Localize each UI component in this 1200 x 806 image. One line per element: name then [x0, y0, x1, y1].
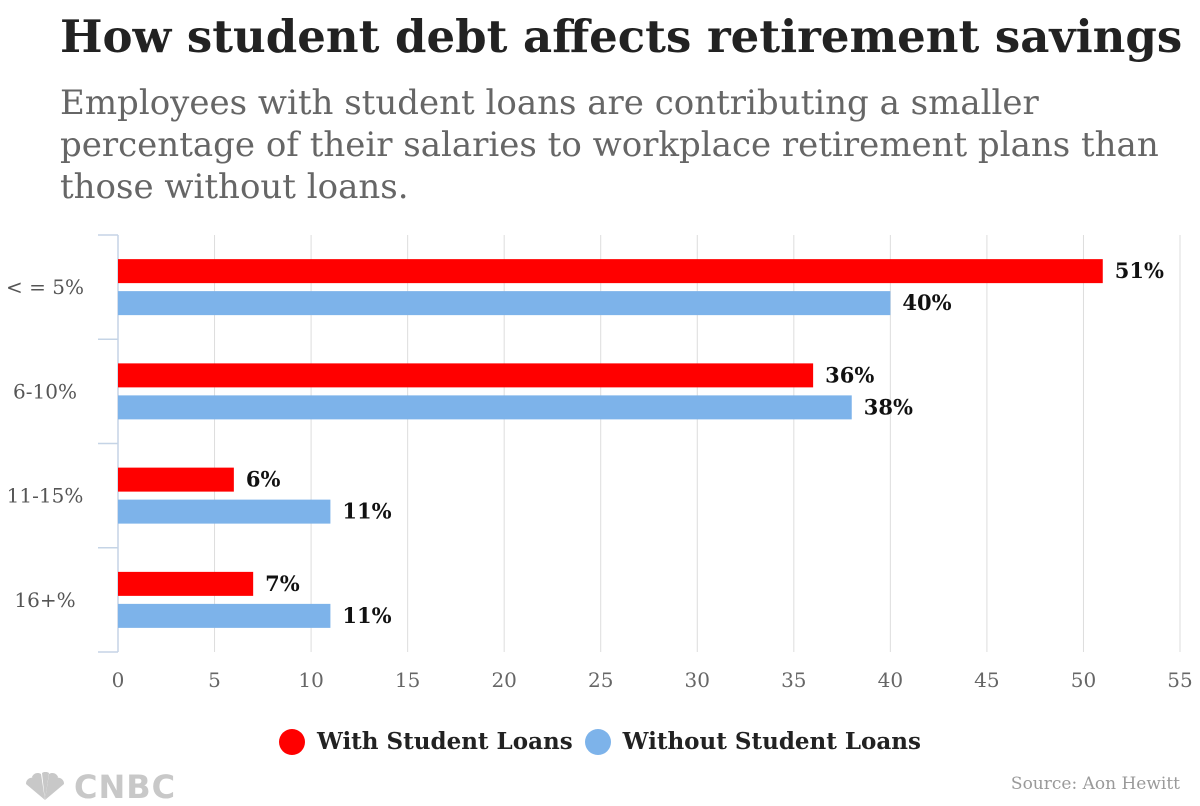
- x-tick-label: 15: [395, 668, 420, 692]
- legend-item-without-loans[interactable]: Without Student Loans: [584, 728, 921, 755]
- legend-swatch-without-loans: [584, 728, 611, 755]
- data-label-without-loans: 11%: [342, 499, 391, 524]
- legend-swatch-with-loans: [279, 728, 306, 755]
- data-label-without-loans: 11%: [342, 603, 391, 628]
- category-label: 11-15%: [7, 484, 84, 508]
- bar-without-loans: [118, 603, 331, 628]
- x-tick-label: 30: [685, 668, 710, 692]
- cnbc-logo: CNBC: [22, 768, 176, 806]
- bar-without-loans: [118, 395, 852, 420]
- x-tick-label: 25: [588, 668, 613, 692]
- data-label-with-loans: 36%: [825, 362, 874, 387]
- data-label-without-loans: 38%: [864, 394, 913, 419]
- bar-with-loans: [118, 363, 814, 388]
- category-label: 16+%: [14, 588, 75, 612]
- x-tick-label: 10: [298, 668, 323, 692]
- data-label-with-loans: 6%: [246, 467, 281, 492]
- data-label-with-loans: 51%: [1115, 258, 1164, 283]
- data-label-with-loans: 7%: [265, 571, 300, 596]
- x-tick-label: 5: [208, 668, 221, 692]
- legend-label-with-loans: With Student Loans: [317, 728, 573, 755]
- category-label: < = 5%: [6, 275, 84, 299]
- source-note: Source: Aon Hewitt: [1010, 774, 1180, 794]
- bar-with-loans: [118, 467, 234, 492]
- legend-item-with-loans[interactable]: With Student Loans: [279, 728, 573, 755]
- x-tick-label: 0: [112, 668, 125, 692]
- x-tick-label: 55: [1167, 668, 1192, 692]
- x-tick-label: 50: [1071, 668, 1096, 692]
- legend-label-without-loans: Without Student Loans: [622, 728, 921, 755]
- category-label: 6-10%: [13, 379, 77, 403]
- bar-with-loans: [118, 571, 254, 596]
- chart-subtitle: Employees with student loans are contrib…: [60, 83, 1159, 207]
- data-label-without-loans: 40%: [902, 290, 951, 315]
- bar-chart: 0 5 10 15 20 25 30 35 40 45 50 55 < = 5% 51% 40% 6-10% 3…: [6, 234, 1193, 692]
- cnbc-logo-text: CNBC: [74, 768, 177, 806]
- bar-without-loans: [118, 499, 331, 524]
- bar-without-loans: [118, 291, 891, 316]
- peacock-icon: [25, 772, 65, 800]
- x-tick-label: 20: [491, 668, 516, 692]
- x-tick-label: 35: [781, 668, 806, 692]
- chart-title: How student debt affects retirement savi…: [60, 10, 1183, 63]
- x-tick-label: 45: [974, 668, 999, 692]
- x-tick-label: 40: [878, 668, 903, 692]
- chart-legend: With Student Loans Without Student Loans: [0, 728, 1200, 755]
- bar-with-loans: [118, 259, 1103, 284]
